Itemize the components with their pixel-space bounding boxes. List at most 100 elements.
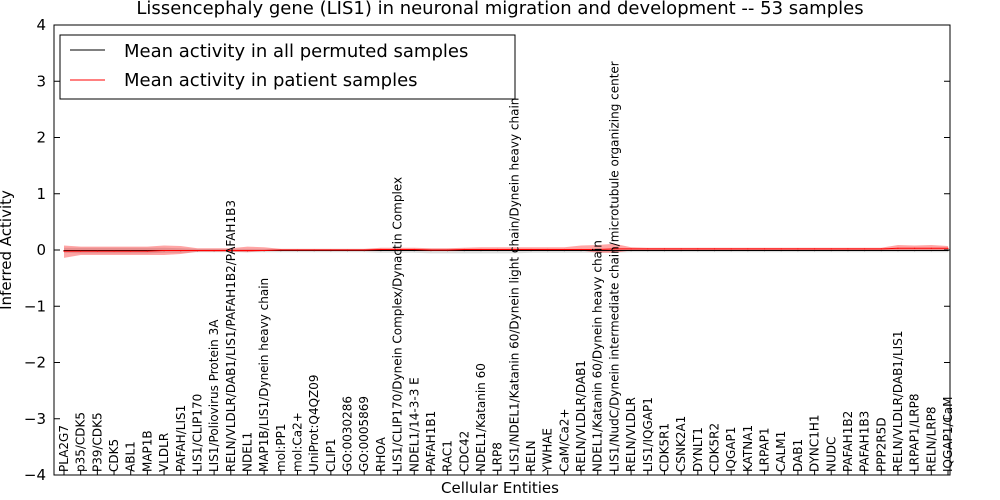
point-permuted — [830, 249, 832, 252]
point-patient — [447, 249, 449, 251]
point-patient — [864, 248, 866, 250]
point-permuted — [880, 249, 882, 252]
category-label: CDK5 — [107, 439, 121, 472]
point-permuted — [647, 249, 649, 252]
point-patient — [530, 248, 532, 251]
category-label: LRPAP1/LRP8 — [908, 393, 922, 472]
category-label: CaM/Ca2+ — [557, 408, 571, 472]
legend: Mean activity in all permuted samples Me… — [59, 34, 516, 100]
point-patient — [797, 248, 799, 250]
category-label: DYNLT1 — [691, 427, 705, 472]
category-label: MAP1B/LIS1/Dynein heavy chain — [257, 278, 271, 472]
category-label: NDEL1/Katanin 60 — [474, 363, 488, 472]
y-axis-ticks: 4 3 2 1 0 −1 −2 −3 −4 — [24, 16, 950, 484]
point-patient — [580, 248, 582, 251]
point-permuted — [730, 249, 732, 252]
point-permuted — [780, 249, 782, 252]
category-label: PLA2G7 — [57, 425, 71, 472]
category-label: LIS1/CLIP170 — [190, 394, 204, 472]
category-labels: PLA2G7 p35/CDK5 P39/CDK5 CDK5 ABL1 MAP1B VLDLR… — [57, 61, 955, 473]
point-patient — [196, 249, 199, 252]
point-patient — [713, 248, 716, 250]
point-patient — [663, 248, 666, 250]
category-label: LIS1/Poliovirus Protein 3A — [207, 319, 221, 472]
category-label: GO:0030286 — [341, 396, 355, 472]
category-label: P39/CDK5 — [90, 412, 104, 472]
point-patient — [597, 248, 599, 251]
point-permuted — [864, 249, 866, 252]
point-patient — [463, 248, 465, 251]
y-tick-label: 3 — [36, 72, 46, 90]
point-patient — [880, 248, 882, 250]
category-label: RELN/VLDLR/DAB1/LIS1/PAFAH1B2/PAFAH1B3 — [224, 200, 238, 472]
point-permuted — [480, 249, 482, 252]
point-permuted — [697, 249, 699, 252]
point-patient — [480, 248, 482, 251]
category-label: NUDC — [824, 437, 838, 472]
category-label: GO:0005869 — [357, 396, 371, 472]
point-permuted — [747, 249, 749, 252]
category-label: mol:PP1 — [274, 423, 288, 472]
y-tick-label: 1 — [36, 185, 46, 203]
point-patient — [113, 250, 115, 252]
point-permuted — [463, 249, 465, 252]
plot-area-frame — [53, 24, 951, 476]
point-patient — [363, 249, 365, 251]
category-label: MAP1B — [140, 430, 154, 472]
category-label: ABL1 — [124, 441, 138, 472]
category-label: mol:Ca2+ — [291, 412, 305, 472]
point-patient — [730, 248, 732, 250]
point-permuted — [680, 249, 682, 252]
point-permuted — [613, 249, 616, 252]
category-label: IQGAP1/CaM — [941, 397, 955, 473]
legend-box — [59, 34, 516, 100]
point-permuted — [547, 249, 549, 252]
point-patient — [613, 248, 616, 250]
category-label: p35/CDK5 — [74, 412, 88, 472]
point-patient — [313, 249, 315, 251]
category-label: CDC42 — [457, 431, 471, 472]
point-patient — [163, 249, 165, 252]
point-patient — [280, 249, 282, 251]
category-label: RELN/VLDLR — [624, 397, 638, 472]
category-label: LRP8 — [491, 442, 505, 472]
point-patient — [246, 249, 249, 252]
category-label: RHOA — [374, 436, 388, 472]
y-tick-label: −1 — [24, 297, 46, 315]
point-patient — [330, 249, 332, 251]
category-label: RAC1 — [441, 440, 455, 472]
x-axis-ticks — [63, 470, 949, 475]
point-patient — [563, 248, 565, 251]
point-permuted — [563, 249, 565, 252]
category-label: CLIP1 — [324, 439, 338, 472]
category-label: CDK5R1 — [657, 423, 671, 472]
y-tick-label: −4 — [24, 466, 46, 484]
point-patient — [130, 250, 132, 252]
category-label: RELN/LRP8 — [924, 406, 938, 472]
category-label: RELN — [524, 440, 538, 472]
point-permuted — [663, 249, 666, 252]
category-label: PAFAH1B2 — [841, 411, 855, 472]
point-permuted — [930, 249, 932, 252]
point-patient — [146, 250, 148, 252]
point-permuted — [713, 249, 716, 252]
category-label: DYNC1H1 — [808, 414, 822, 472]
legend-label-patient: Mean activity in patient samples — [124, 70, 418, 91]
point-patient — [263, 249, 265, 252]
point-patient — [63, 250, 65, 252]
point-patient — [180, 249, 182, 252]
point-patient — [897, 247, 899, 249]
category-label: NDEL1 — [240, 432, 254, 472]
category-label: PPP2R5D — [874, 417, 888, 472]
point-patient — [813, 248, 816, 250]
point-patient — [830, 248, 832, 250]
point-patient — [296, 249, 299, 251]
category-label: KATNA1 — [741, 425, 755, 472]
category-label: CALM1 — [774, 431, 788, 472]
point-permuted — [396, 249, 399, 252]
point-patient — [630, 248, 632, 250]
point-patient — [547, 248, 549, 251]
point-patient — [647, 248, 649, 250]
category-label: RELN/VLDLR/DAB1 — [574, 360, 588, 472]
